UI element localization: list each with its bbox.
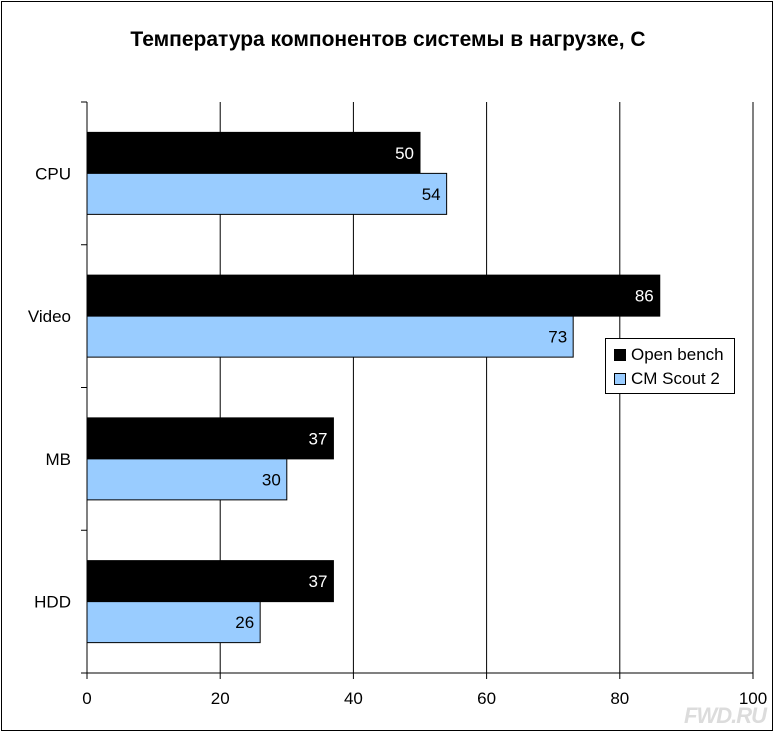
data-label: 37 bbox=[308, 572, 327, 591]
bar-cm-scout-2-cpu bbox=[86, 172, 448, 215]
legend-label-open-bench: Open bench bbox=[631, 345, 724, 364]
bar-open-bench-video bbox=[86, 274, 661, 317]
legend-swatch-open-bench bbox=[614, 348, 626, 361]
bar-open-bench-mb bbox=[86, 417, 334, 460]
x-tick-label: 20 bbox=[211, 689, 230, 708]
bar-cm-scout-2-mb bbox=[86, 458, 288, 501]
bar-cm-scout-2-video bbox=[86, 315, 574, 358]
x-tick-label: 40 bbox=[344, 689, 363, 708]
x-tick-label: 100 bbox=[739, 689, 767, 708]
data-label: 50 bbox=[395, 144, 414, 163]
category-label-video: Video bbox=[28, 307, 71, 326]
legend-label-cm-scout-2: CM Scout 2 bbox=[631, 369, 720, 388]
x-tick-label: 60 bbox=[477, 689, 496, 708]
data-label: 73 bbox=[548, 328, 567, 347]
watermark-logo: FWD.RU bbox=[684, 703, 767, 728]
data-label: 30 bbox=[262, 470, 281, 489]
x-tick-label: 0 bbox=[82, 689, 91, 708]
category-label-mb: MB bbox=[46, 450, 72, 469]
data-label: 86 bbox=[635, 287, 654, 306]
legend-item-open-bench: Open bench bbox=[614, 344, 724, 366]
legend-swatch-cm-scout-2 bbox=[614, 372, 626, 385]
category-label-hdd: HDD bbox=[34, 593, 71, 612]
data-label: 54 bbox=[422, 185, 441, 204]
legend: Open bench CM Scout 2 bbox=[605, 338, 735, 394]
category-label-cpu: CPU bbox=[35, 164, 71, 183]
legend-item-cm-scout-2: CM Scout 2 bbox=[614, 368, 720, 390]
bar-cm-scout-2-hdd bbox=[86, 601, 261, 644]
chart-title: Температура компонентов системы в нагруз… bbox=[130, 28, 646, 51]
bar-open-bench-cpu bbox=[86, 131, 421, 174]
data-label: 26 bbox=[235, 613, 254, 632]
x-tick-label: 80 bbox=[610, 689, 629, 708]
data-label: 37 bbox=[308, 429, 327, 448]
bar-open-bench-hdd bbox=[86, 560, 334, 603]
